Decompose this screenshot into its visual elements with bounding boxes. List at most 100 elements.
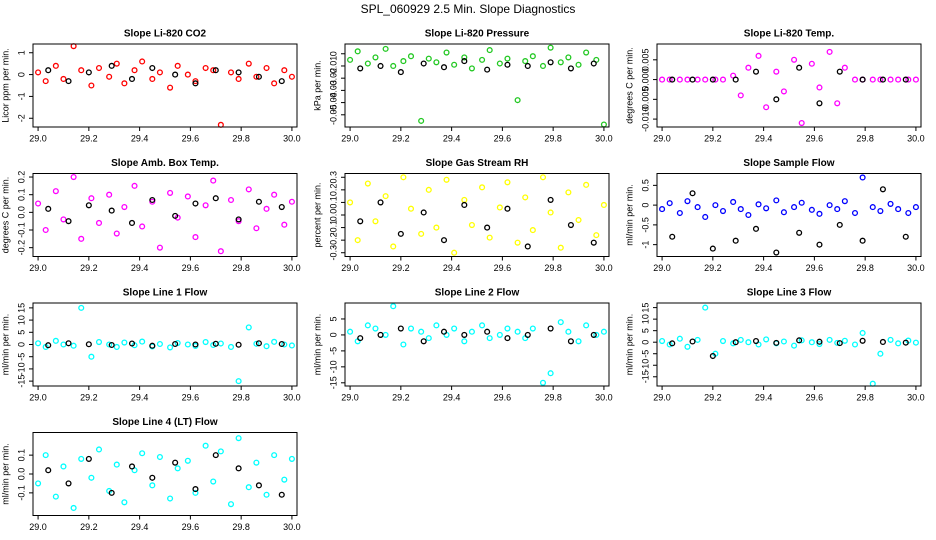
x-tick-label: 30.0 [595, 263, 613, 273]
x-tick-label: 30.0 [283, 522, 301, 532]
point [895, 206, 902, 213]
point [357, 218, 364, 225]
point [184, 71, 191, 78]
plot-frame [344, 43, 610, 128]
y-tick-label: -0.04 [328, 92, 338, 113]
x-tick-label: 30.0 [595, 392, 613, 402]
x-tick-label: 29.2 [392, 133, 410, 143]
point [905, 209, 912, 217]
point [583, 49, 590, 56]
point [108, 341, 115, 349]
x-tick-label: 29.2 [392, 392, 410, 402]
point [347, 56, 354, 63]
point [461, 54, 468, 61]
x-tick-label: 29.0 [29, 392, 47, 402]
point [347, 199, 354, 206]
x-tick-label: 29.4 [755, 133, 773, 143]
point [780, 209, 787, 216]
x-tick-label: 29.6 [182, 392, 200, 402]
point [719, 337, 727, 345]
point [382, 331, 389, 338]
y-tick-label: 0.1 [16, 188, 26, 201]
point [461, 58, 468, 65]
point [253, 225, 260, 232]
point [42, 226, 49, 234]
point [433, 59, 440, 66]
point [128, 340, 136, 347]
point [859, 174, 866, 181]
point [108, 62, 115, 69]
point [676, 209, 683, 217]
point [659, 206, 666, 213]
y-axis-title: Licor ppm per min. [0, 48, 10, 123]
point [808, 339, 815, 346]
y-tick-label: 0.0 [328, 209, 338, 222]
point [780, 88, 787, 95]
panel-title: Slope Line 2 Flow [435, 288, 520, 299]
point [709, 76, 716, 83]
point [271, 191, 278, 198]
point [440, 237, 448, 244]
point [694, 336, 701, 343]
point [763, 336, 770, 343]
y-tick-label: -0.02 [328, 68, 338, 89]
point [121, 499, 128, 506]
point [859, 76, 866, 83]
point [149, 482, 156, 489]
point [593, 331, 600, 338]
panel-title: Slope Amb. Box Temp. [111, 158, 219, 169]
point [694, 204, 701, 211]
point [669, 76, 676, 83]
point [484, 328, 491, 335]
point [689, 338, 696, 345]
point [851, 76, 859, 83]
y-tick-label: -0.2 [328, 232, 338, 248]
point [895, 340, 902, 347]
x-tick-label: 30.0 [595, 133, 613, 143]
y-tick-label: -0.5 [640, 217, 650, 233]
y-axis-title: kPa per min. [312, 60, 322, 111]
point [836, 68, 843, 75]
x-tick-label: 29.0 [653, 263, 671, 273]
point [737, 206, 744, 213]
y-tick-label: 0.005 [640, 49, 650, 72]
point [484, 66, 491, 73]
x-tick-label: 30.0 [907, 133, 925, 143]
x-tick-label: 29.6 [806, 392, 824, 402]
point [529, 325, 536, 332]
point [712, 76, 719, 83]
point [281, 341, 288, 348]
point [583, 181, 590, 188]
point [255, 340, 262, 347]
point [826, 48, 833, 55]
x-tick-label: 29.4 [443, 133, 461, 143]
point [227, 196, 235, 204]
point [217, 340, 224, 347]
point [745, 211, 752, 219]
point [407, 53, 415, 60]
y-tick-label: 0.0 [16, 206, 26, 219]
point [504, 205, 511, 212]
point [689, 76, 696, 83]
y-tick-label: -0.01 [328, 56, 338, 77]
point [255, 198, 262, 205]
point [420, 338, 427, 345]
y-axis-title: ml/min per min. [312, 314, 322, 376]
point [425, 335, 432, 342]
plot-frame [656, 173, 922, 257]
point [263, 64, 270, 72]
y-tick-label: 0.0 [16, 468, 26, 481]
point [912, 76, 919, 83]
point [149, 196, 156, 204]
point [902, 233, 909, 240]
x-tick-label: 29.4 [443, 392, 461, 402]
y-tick-label: 5 [640, 328, 650, 333]
point [288, 73, 295, 80]
point [504, 325, 511, 332]
point [52, 493, 59, 500]
point [278, 78, 285, 85]
point [905, 76, 912, 83]
x-tick-label: 29.8 [232, 263, 250, 273]
point [382, 193, 389, 200]
point [461, 331, 468, 338]
